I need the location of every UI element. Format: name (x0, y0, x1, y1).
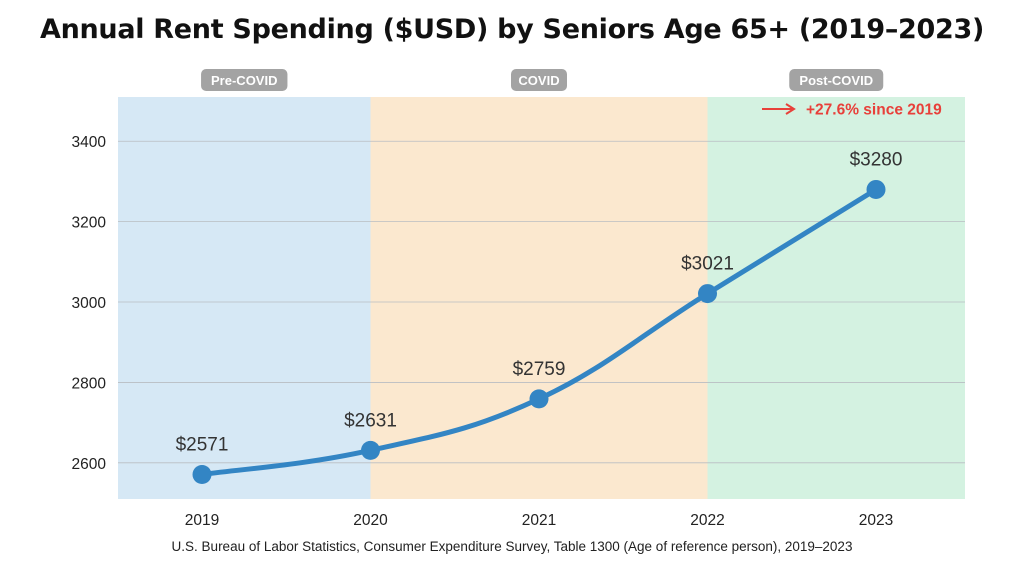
chart-title: Annual Rent Spending ($USD) by Seniors A… (39, 14, 985, 45)
period-label: Post-COVID (799, 73, 873, 88)
data-point (361, 440, 380, 460)
y-tick-label: 3000 (72, 295, 107, 312)
data-point (866, 179, 886, 199)
y-tick-label: 2800 (72, 375, 107, 392)
data-label: $2631 (344, 410, 397, 431)
annotation-text: +27.6% since 2019 (806, 102, 942, 119)
period-badge (789, 69, 884, 91)
x-tick-label: 2019 (185, 512, 219, 529)
x-tick-label: 2023 (859, 512, 893, 529)
data-label: $2571 (176, 434, 229, 455)
y-tick-label: 3400 (72, 134, 107, 151)
x-tick-label: 2020 (353, 512, 388, 529)
data-point (529, 389, 549, 409)
data-label: $3021 (681, 254, 734, 275)
data-point (192, 464, 212, 484)
source-note: U.S. Bureau of Labor Statistics, Consume… (171, 539, 853, 554)
data-label: $2759 (513, 359, 566, 380)
y-tick-label: 2600 (72, 456, 107, 473)
arrow-head-icon (785, 103, 796, 115)
x-tick-label: 2022 (690, 512, 724, 529)
period-band (118, 97, 371, 499)
x-tick-label: 2021 (522, 512, 556, 529)
period-label: Pre-COVID (211, 73, 277, 88)
period-badge (511, 69, 567, 91)
period-label: COVID (518, 73, 559, 88)
y-tick-label: 3200 (72, 215, 107, 232)
period-badge (201, 69, 288, 91)
period-band (370, 97, 708, 499)
data-point (698, 284, 717, 304)
data-label: $3280 (850, 149, 903, 170)
period-band (707, 97, 965, 499)
